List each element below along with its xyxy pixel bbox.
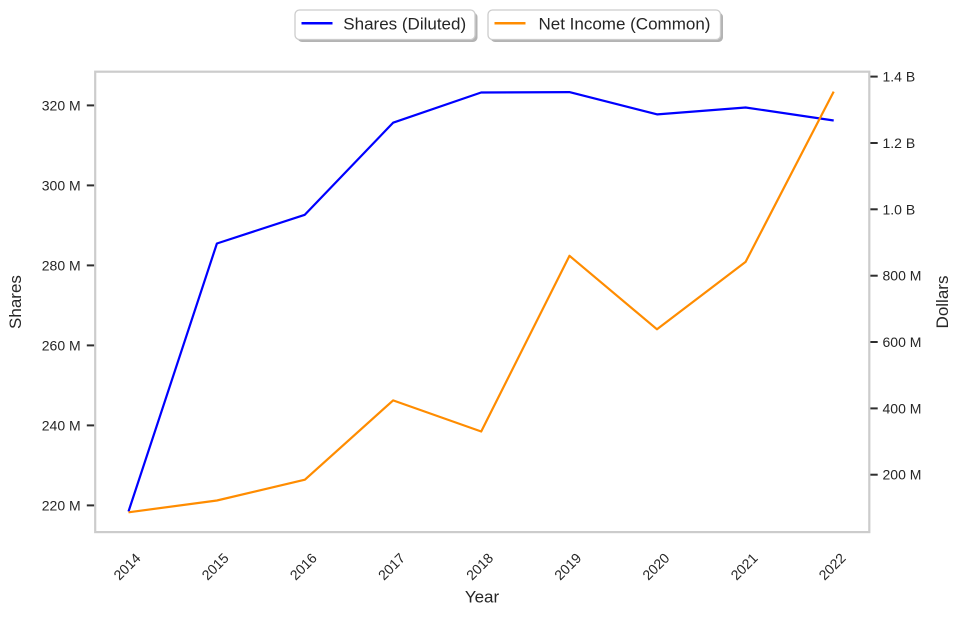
svg-text:200 M: 200 M bbox=[883, 467, 922, 483]
svg-text:1.2 B: 1.2 B bbox=[883, 135, 916, 151]
svg-text:600 M: 600 M bbox=[883, 334, 922, 350]
svg-text:280 M: 280 M bbox=[42, 257, 81, 273]
svg-text:320 M: 320 M bbox=[42, 97, 81, 113]
svg-text:Dollars: Dollars bbox=[933, 276, 952, 329]
svg-text:1.4 B: 1.4 B bbox=[883, 69, 916, 85]
svg-text:260 M: 260 M bbox=[42, 337, 81, 353]
svg-text:Net Income (Common): Net Income (Common) bbox=[539, 15, 711, 34]
svg-text:240 M: 240 M bbox=[42, 417, 81, 433]
svg-text:1.0 B: 1.0 B bbox=[883, 201, 916, 217]
svg-text:300 M: 300 M bbox=[42, 177, 81, 193]
svg-text:Shares: Shares bbox=[6, 275, 25, 329]
svg-text:220 M: 220 M bbox=[42, 497, 81, 513]
svg-text:Shares (Diluted): Shares (Diluted) bbox=[343, 15, 466, 34]
svg-text:800 M: 800 M bbox=[883, 268, 922, 284]
svg-text:400 M: 400 M bbox=[883, 400, 922, 416]
svg-text:Year: Year bbox=[465, 588, 500, 607]
